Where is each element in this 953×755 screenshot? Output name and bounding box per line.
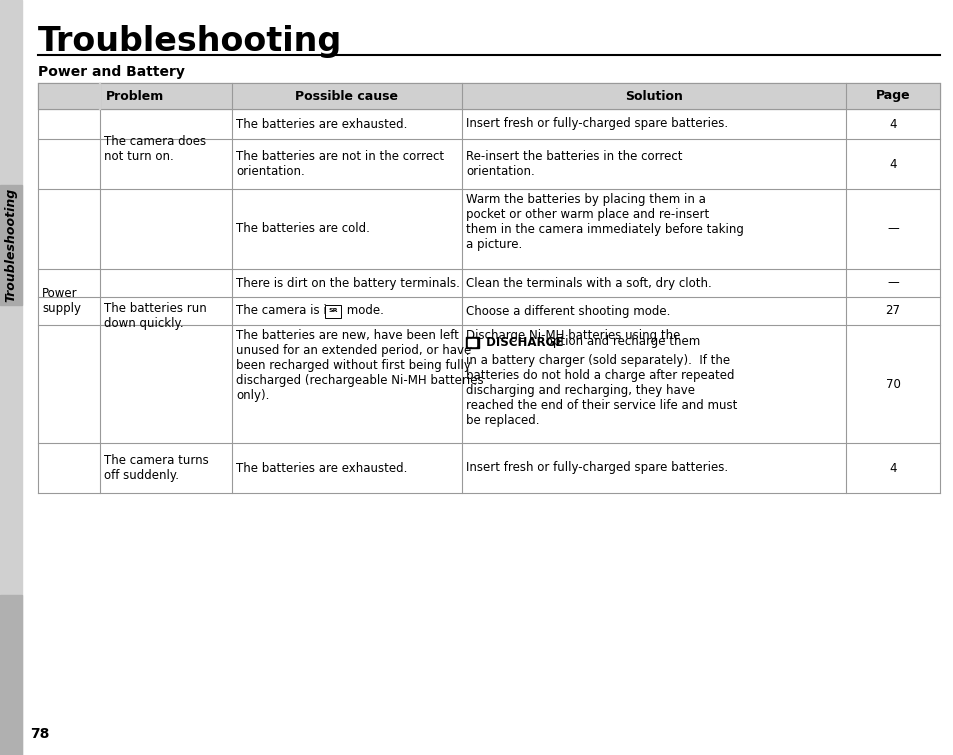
Text: Insert fresh or fully-charged spare batteries.: Insert fresh or fully-charged spare batt… xyxy=(465,461,727,474)
Text: The batteries are exhausted.: The batteries are exhausted. xyxy=(235,118,407,131)
Text: 4: 4 xyxy=(888,158,896,171)
Text: Solution: Solution xyxy=(624,90,682,103)
Text: in a battery charger (sold separately).  If the
batteries do not hold a charge a: in a battery charger (sold separately). … xyxy=(465,354,737,427)
Text: The batteries are cold.: The batteries are cold. xyxy=(235,223,370,236)
Text: The batteries are exhausted.: The batteries are exhausted. xyxy=(235,461,407,474)
Text: The camera turns
off suddenly.: The camera turns off suddenly. xyxy=(104,454,209,482)
Text: There is dirt on the battery terminals.: There is dirt on the battery terminals. xyxy=(235,276,459,289)
Text: The batteries are new, have been left
unused for an extended period, or have
bee: The batteries are new, have been left un… xyxy=(235,329,483,402)
Bar xyxy=(465,337,478,348)
Bar xyxy=(325,305,340,318)
Text: The batteries are not in the correct
orientation.: The batteries are not in the correct ori… xyxy=(235,150,444,178)
Text: Warm the batteries by placing them in a
pocket or other warm place and re-insert: Warm the batteries by placing them in a … xyxy=(465,193,743,251)
Text: The batteries run
down quickly.: The batteries run down quickly. xyxy=(104,302,207,330)
Text: 78: 78 xyxy=(30,727,50,741)
Text: 70: 70 xyxy=(884,378,900,390)
Text: DISCHARGE: DISCHARGE xyxy=(481,335,563,349)
Text: —: — xyxy=(886,276,898,289)
Text: Choose a different shooting mode.: Choose a different shooting mode. xyxy=(465,304,670,318)
Text: The camera does
not turn on.: The camera does not turn on. xyxy=(104,135,206,163)
Text: Power
supply: Power supply xyxy=(42,287,81,315)
Bar xyxy=(99,83,100,109)
Text: Clean the terminals with a soft, dry cloth.: Clean the terminals with a soft, dry clo… xyxy=(465,276,711,289)
Text: 4: 4 xyxy=(888,461,896,474)
Text: Troubleshooting: Troubleshooting xyxy=(5,188,17,302)
Text: Page: Page xyxy=(875,90,909,103)
Text: option and recharge them: option and recharge them xyxy=(541,335,700,349)
Text: Power and Battery: Power and Battery xyxy=(38,65,185,79)
Text: 27: 27 xyxy=(884,304,900,318)
Text: 4: 4 xyxy=(888,118,896,131)
Bar xyxy=(0,595,22,755)
Text: Discharge Ni-MH batteries using the: Discharge Ni-MH batteries using the xyxy=(465,329,679,342)
Text: The camera is in: The camera is in xyxy=(235,304,337,318)
Text: Possible cause: Possible cause xyxy=(295,90,398,103)
Text: SR: SR xyxy=(328,309,337,313)
Text: Problem: Problem xyxy=(106,90,164,103)
Text: Re-insert the batteries in the correct
orientation.: Re-insert the batteries in the correct o… xyxy=(465,150,681,178)
Text: —: — xyxy=(886,223,898,236)
Bar xyxy=(0,0,22,755)
Text: Troubleshooting: Troubleshooting xyxy=(38,25,342,58)
Text: Insert fresh or fully-charged spare batteries.: Insert fresh or fully-charged spare batt… xyxy=(465,118,727,131)
Bar xyxy=(0,185,22,305)
Bar xyxy=(38,83,939,109)
Bar xyxy=(468,339,470,346)
Text: mode.: mode. xyxy=(343,304,383,318)
Bar xyxy=(471,339,476,346)
